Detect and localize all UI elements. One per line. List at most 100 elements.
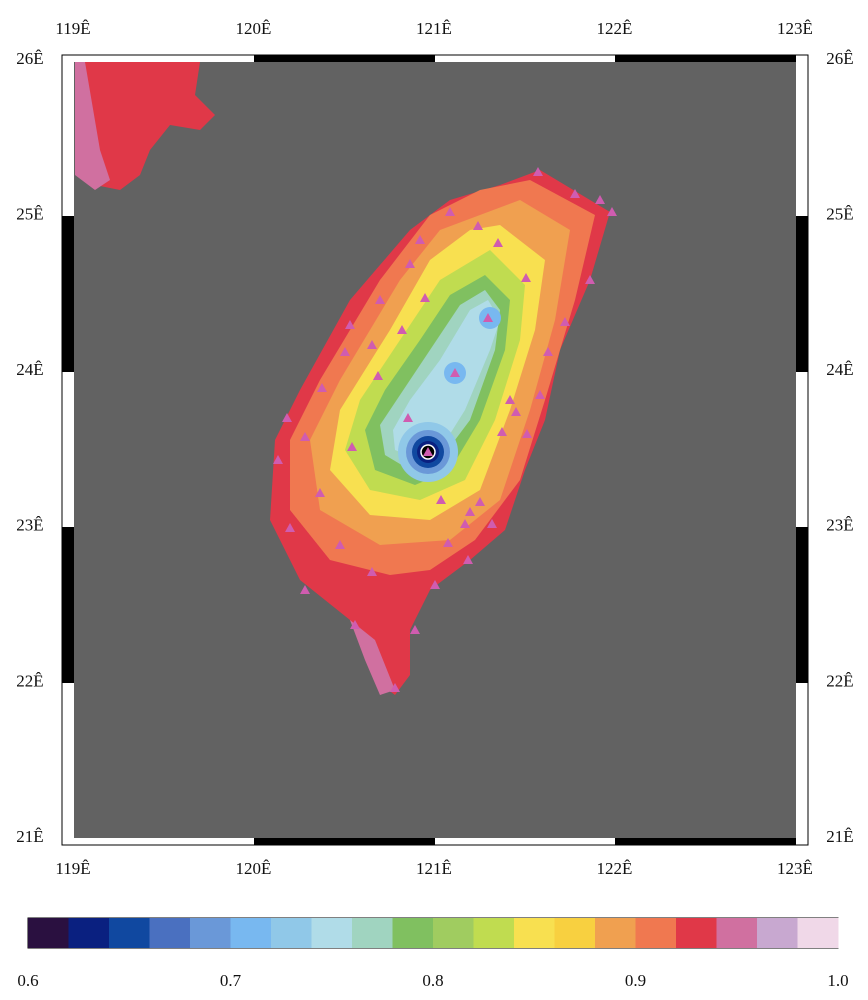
colorbar-swatch: [68, 918, 110, 948]
station: [300, 432, 310, 441]
taiwan-contours: [270, 170, 610, 695]
colorbar-swatch: [676, 918, 717, 948]
station: [607, 207, 617, 216]
colorbar-tick-label: 0.7: [220, 971, 242, 990]
x-label-top: 121Ê: [416, 19, 452, 38]
y-label-right: 22Ê: [826, 671, 853, 690]
station: [345, 320, 355, 329]
colorbar: 0.6 0.7 0.8 0.9 1.0: [17, 918, 849, 990]
x-label-bottom: 123Ê: [777, 859, 813, 878]
station: [463, 555, 473, 564]
x-label-bottom: 119Ê: [55, 859, 90, 878]
colorbar-swatch: [757, 918, 798, 948]
colorbar-swatch: [271, 918, 312, 948]
y-label-right: 24Ê: [826, 360, 853, 379]
x-label-top: 122Ê: [597, 19, 633, 38]
station: [405, 259, 415, 268]
station: [445, 207, 455, 216]
y-label-right: 21Ê: [826, 827, 853, 846]
colorbar-tick-label: 0.8: [422, 971, 443, 990]
y-label-left: 23Ê: [16, 516, 43, 535]
colorbar-swatch: [473, 918, 515, 948]
station: [487, 519, 497, 528]
station: [415, 235, 425, 244]
colorbar-swatch: [797, 918, 839, 948]
y-label-left: 22Ê: [16, 671, 43, 690]
station: [460, 519, 470, 528]
station: [403, 413, 413, 422]
station: [273, 455, 283, 464]
station: [560, 317, 570, 326]
station: [475, 497, 485, 506]
x-label-top: 123Ê: [777, 19, 813, 38]
colorbar-swatch: [635, 918, 677, 948]
station: [410, 625, 420, 634]
y-label-left: 21Ê: [16, 827, 43, 846]
station: [375, 295, 385, 304]
x-label-bottom: 122Ê: [597, 859, 633, 878]
station: [282, 413, 292, 422]
station: [315, 488, 325, 497]
station: [570, 189, 580, 198]
station: [420, 293, 430, 302]
station: [443, 538, 453, 547]
station: [521, 273, 531, 282]
station: [450, 368, 460, 377]
colorbar-swatch: [149, 918, 191, 948]
station: [347, 442, 357, 451]
station: [390, 683, 400, 692]
colorbar-swatch: [190, 918, 231, 948]
colorbar-swatch: [109, 918, 150, 948]
y-label-right: 23Ê: [826, 516, 853, 535]
station: [483, 313, 493, 322]
station: [436, 495, 446, 504]
x-label-bottom: 120Ê: [236, 859, 272, 878]
y-label-left: 24Ê: [16, 360, 43, 379]
colorbar-tick-label: 0.6: [17, 971, 38, 990]
y-label-left: 25Ê: [16, 205, 43, 224]
station: [335, 540, 345, 549]
station: [300, 585, 310, 594]
station: [522, 429, 532, 438]
x-label-top: 120Ê: [236, 19, 272, 38]
colorbar-tick-label: 0.9: [625, 971, 646, 990]
station: [473, 221, 483, 230]
y-label-right: 25Ê: [826, 205, 853, 224]
station: [317, 383, 327, 392]
x-label-bottom: 121Ê: [416, 859, 452, 878]
y-label-right: 26Ê: [826, 49, 853, 68]
station: [543, 347, 553, 356]
station: [585, 275, 595, 284]
colorbar-swatch: [392, 918, 434, 948]
stations: [273, 167, 617, 692]
station: [533, 167, 543, 176]
station: [373, 371, 383, 380]
colorbar-swatch: [554, 918, 596, 948]
station: [595, 195, 605, 204]
station: [497, 427, 507, 436]
colorbar-swatch: [595, 918, 636, 948]
station: [511, 407, 521, 416]
station: [535, 390, 545, 399]
x-label-top: 119Ê: [55, 19, 90, 38]
station: [430, 580, 440, 589]
y-label-left: 26Ê: [16, 49, 43, 68]
station: [340, 347, 350, 356]
station: [367, 567, 377, 576]
station: [285, 523, 295, 532]
station: [367, 340, 377, 349]
colorbar-swatch: [433, 918, 474, 948]
stripes: [62, 55, 808, 845]
station: [397, 325, 407, 334]
station: [465, 507, 475, 516]
mainland-coast: [75, 62, 215, 190]
station: [350, 620, 360, 629]
colorbar-swatch: [716, 918, 758, 948]
colorbar-tick-label: 1.0: [827, 971, 848, 990]
colorbar-swatch: [28, 918, 69, 948]
colorbar-swatch: [230, 918, 272, 948]
colorbar-swatch: [311, 918, 353, 948]
colorbar-swatch: [514, 918, 555, 948]
